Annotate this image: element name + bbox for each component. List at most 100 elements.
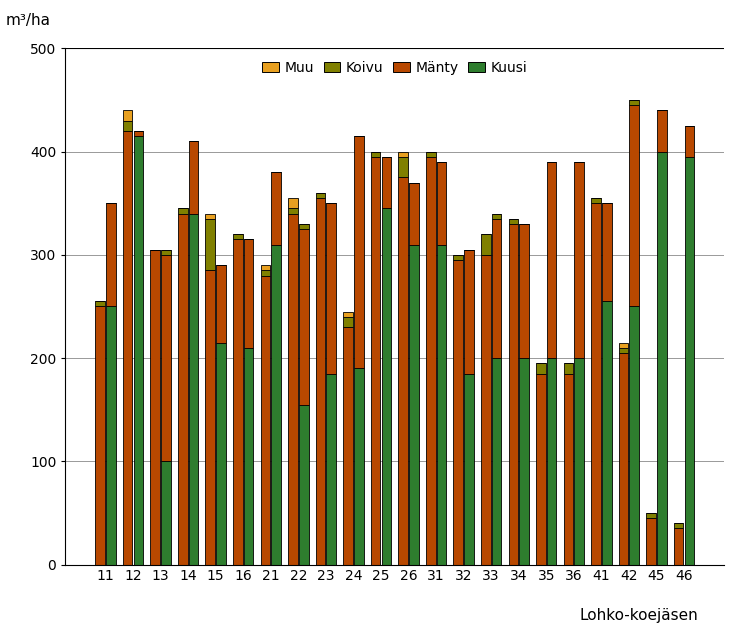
Bar [233,234,243,239]
Legend: Muu, Koivu, Mänty, Kuusi: Muu, Koivu, Mänty, Kuusi [257,55,533,81]
Bar [657,152,666,565]
Bar [618,343,628,348]
Bar [299,229,308,404]
Bar [123,131,133,565]
Bar [547,162,556,358]
Bar [399,177,408,565]
Bar [205,213,215,219]
Bar [354,136,364,368]
Bar [536,373,545,565]
Bar [674,528,683,565]
Bar [520,224,529,358]
Bar [464,250,474,373]
Bar [272,172,281,244]
Bar [205,219,215,271]
Bar [674,523,683,528]
Bar [106,307,116,565]
Bar [370,152,380,157]
Bar [316,193,325,198]
Bar [288,208,297,213]
Bar [564,373,573,565]
Bar [261,276,270,565]
Bar [189,213,199,565]
Bar [618,353,628,565]
Bar [370,157,380,565]
Bar [178,213,187,565]
Bar [409,244,418,565]
Bar [453,260,463,565]
Bar [382,208,391,565]
Bar [481,234,491,255]
Bar [272,244,281,565]
Bar [630,307,639,565]
Bar [123,110,133,121]
Bar [316,198,325,565]
Bar [453,255,463,260]
Bar [464,373,474,565]
Bar [161,250,170,255]
Bar [343,317,353,327]
Bar [326,373,336,565]
Bar [602,203,612,302]
Bar [492,213,501,219]
Bar [134,136,143,565]
X-axis label: Lohko-koejäsen: Lohko-koejäsen [579,608,698,624]
Bar [685,157,694,565]
Bar [646,518,656,565]
Bar [343,312,353,317]
Bar [564,363,573,373]
Bar [134,131,143,136]
Bar [426,152,435,157]
Bar [326,203,336,373]
Bar [520,358,529,565]
Bar [205,271,215,565]
Bar [178,208,187,213]
Bar [409,183,418,244]
Bar [161,255,170,462]
Bar [508,219,518,224]
Bar [95,307,105,565]
Bar [426,157,435,565]
Bar [591,203,601,565]
Bar [216,343,226,565]
Bar [123,121,133,131]
Bar [299,404,308,565]
Bar [536,363,545,373]
Bar [161,462,170,565]
Bar [299,224,308,229]
Bar [685,126,694,157]
Bar [492,219,501,358]
Text: m³/ha: m³/ha [6,13,51,28]
Bar [591,198,601,203]
Bar [508,224,518,565]
Bar [244,239,253,348]
Bar [547,358,556,565]
Bar [657,110,666,152]
Bar [261,271,270,276]
Bar [216,265,226,343]
Bar [244,348,253,565]
Bar [189,142,199,213]
Bar [399,152,408,157]
Bar [630,100,639,105]
Bar [343,327,353,565]
Bar [233,239,243,565]
Bar [261,265,270,271]
Bar [618,348,628,353]
Bar [288,213,297,565]
Bar [437,162,446,244]
Bar [399,157,408,177]
Bar [602,302,612,565]
Bar [574,358,584,565]
Bar [437,244,446,565]
Bar [630,105,639,307]
Bar [382,157,391,208]
Bar [574,162,584,358]
Bar [354,368,364,565]
Bar [151,250,160,565]
Bar [646,513,656,518]
Bar [106,203,116,307]
Bar [95,302,105,307]
Bar [492,358,501,565]
Bar [481,255,491,565]
